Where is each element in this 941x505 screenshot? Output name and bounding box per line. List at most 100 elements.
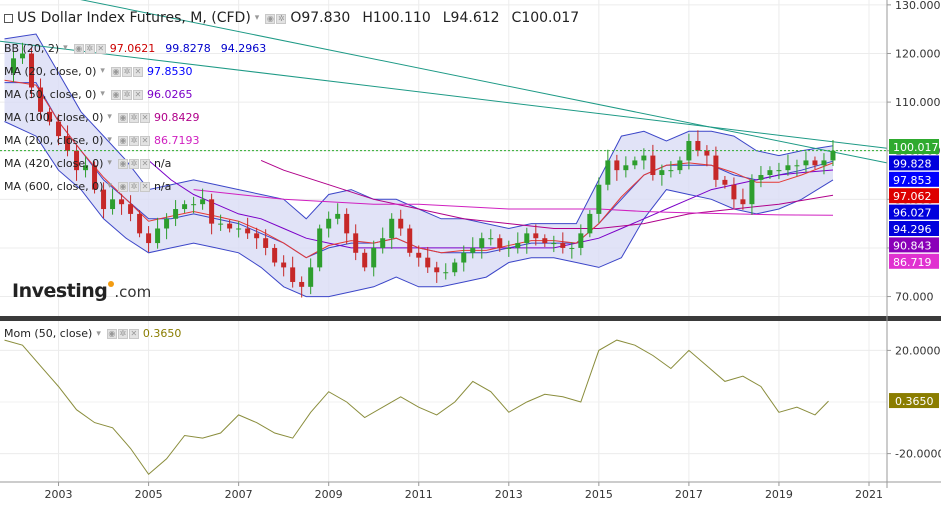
chart-title: US Dollar Index Futures, M, (CFD) [17, 10, 251, 26]
candle-body [173, 209, 179, 219]
candle-body [254, 233, 260, 239]
close-icon[interactable]: ✕ [95, 43, 106, 54]
candle-body [425, 257, 431, 268]
chevron-down-icon[interactable]: ▾ [107, 135, 112, 145]
candle-body [488, 238, 494, 240]
candle-body [119, 199, 125, 205]
close-icon[interactable]: ✕ [128, 328, 139, 339]
chevron-down-icon[interactable]: ▾ [100, 89, 105, 99]
indicator-controls[interactable]: ◉ ✲ ✕ [110, 66, 143, 77]
momentum-controls[interactable]: ◉ ✲ ✕ [106, 328, 139, 339]
price-badge-label: 86.719 [893, 256, 932, 269]
candle-body [695, 140, 701, 151]
chevron-down-icon[interactable]: ▾ [96, 328, 101, 339]
time-tick-label: 2011 [405, 488, 433, 501]
candle-body [164, 218, 170, 229]
price-badge [889, 155, 939, 171]
price-badge [889, 171, 939, 187]
momentum-badge-label: 0.3650 [895, 395, 934, 408]
gear-icon[interactable]: ✲ [128, 112, 139, 123]
candle-body [290, 267, 296, 282]
moving-average-line [260, 159, 834, 229]
indicator-row: MA (420, close, 0) ▾ ◉ ✲ ✕ n/a [4, 152, 591, 175]
candle-body [767, 170, 773, 176]
chevron-down-icon[interactable]: ▾ [254, 13, 260, 23]
chevron-down-icon[interactable]: ▾ [107, 158, 112, 168]
candle-body [470, 247, 476, 253]
close-icon[interactable]: ✕ [132, 66, 143, 77]
eye-icon[interactable]: ◉ [106, 328, 117, 339]
time-tick-label: 2007 [225, 488, 253, 501]
indicator-controls[interactable]: ◉ ✲ ✕ [110, 89, 143, 100]
chevron-down-icon[interactable]: ▾ [107, 112, 112, 122]
candle-body [632, 160, 638, 166]
chevron-down-icon[interactable]: ▾ [100, 66, 105, 76]
indicator-legend: US Dollar Index Futures, M, (CFD) ▾ ◉ ✲ O… [4, 0, 591, 198]
candle-body [407, 228, 413, 253]
gear-icon[interactable]: ✲ [117, 328, 128, 339]
indicator-controls[interactable]: ◉ ✲ ✕ [73, 43, 106, 54]
indicator-controls[interactable]: ◉ ✲ ✕ [117, 135, 150, 146]
price-badge [889, 188, 939, 204]
ohlc-close: C100.017 [511, 10, 580, 26]
pane-separator [0, 316, 941, 321]
candle-body [542, 238, 548, 244]
gear-icon[interactable]: ✲ [84, 43, 95, 54]
candle-body [389, 218, 395, 239]
eye-icon[interactable]: ◉ [265, 13, 276, 24]
close-icon[interactable]: ✕ [139, 112, 150, 123]
close-icon[interactable]: ✕ [139, 181, 150, 192]
indicator-controls[interactable]: ◉ ✲ ✕ [117, 181, 150, 192]
candle-body [380, 238, 386, 248]
candle-body [614, 160, 620, 171]
eye-icon[interactable]: ◉ [110, 66, 121, 77]
collapse-box-icon[interactable] [4, 14, 13, 23]
eye-icon[interactable]: ◉ [110, 89, 121, 100]
candle-body [794, 165, 800, 167]
candle-body [740, 199, 746, 205]
candle-body [38, 87, 44, 112]
gear-icon[interactable]: ✲ [128, 135, 139, 146]
price-tick-label: 130.000 [895, 0, 941, 12]
indicator-controls[interactable]: ◉ ✲ [265, 13, 287, 24]
chevron-down-icon[interactable]: ▾ [63, 43, 68, 53]
price-badge [889, 253, 939, 269]
candle-body [56, 121, 62, 137]
candle-body [830, 150, 836, 161]
close-icon[interactable]: ✕ [139, 158, 150, 169]
trendline [0, 40, 888, 149]
candle-body [623, 165, 629, 171]
eye-icon[interactable]: ◉ [117, 112, 128, 123]
candle-body [569, 247, 575, 249]
gear-icon[interactable]: ✲ [121, 66, 132, 77]
eye-icon[interactable]: ◉ [117, 181, 128, 192]
indicator-value: 94.2963 [220, 42, 267, 55]
chevron-down-icon[interactable]: ▾ [107, 181, 112, 191]
candle-body [641, 155, 647, 161]
gear-icon[interactable]: ✲ [121, 89, 132, 100]
investing-logo: Investing .com [12, 280, 151, 302]
candle-body [110, 199, 116, 210]
indicator-label: BB (20, 2) [4, 42, 60, 55]
indicator-controls[interactable]: ◉ ✲ ✕ [117, 158, 150, 169]
price-badge [889, 139, 939, 154]
indicator-value: 90.8429 [153, 111, 200, 124]
indicator-value: 97.0621 [109, 42, 156, 55]
eye-icon[interactable]: ◉ [117, 158, 128, 169]
indicator-label: MA (600, close, 0) [4, 180, 104, 193]
gear-icon[interactable]: ✲ [128, 158, 139, 169]
indicator-label: MA (50, close, 0) [4, 88, 97, 101]
gear-icon[interactable]: ✲ [128, 181, 139, 192]
close-icon[interactable]: ✕ [132, 89, 143, 100]
close-icon[interactable]: ✕ [139, 135, 150, 146]
eye-icon[interactable]: ◉ [117, 135, 128, 146]
eye-icon[interactable]: ◉ [73, 43, 84, 54]
time-tick-label: 2013 [495, 488, 523, 501]
gear-icon[interactable]: ✲ [276, 13, 287, 24]
candle-body [596, 184, 602, 214]
candle-body [209, 199, 215, 224]
indicator-rows: BB (20, 2) ▾ ◉ ✲ ✕ 97.0621 99.8278 94.2963 MA (2… [4, 37, 591, 198]
candle-body [65, 136, 71, 151]
indicator-controls[interactable]: ◉ ✲ ✕ [117, 112, 150, 123]
